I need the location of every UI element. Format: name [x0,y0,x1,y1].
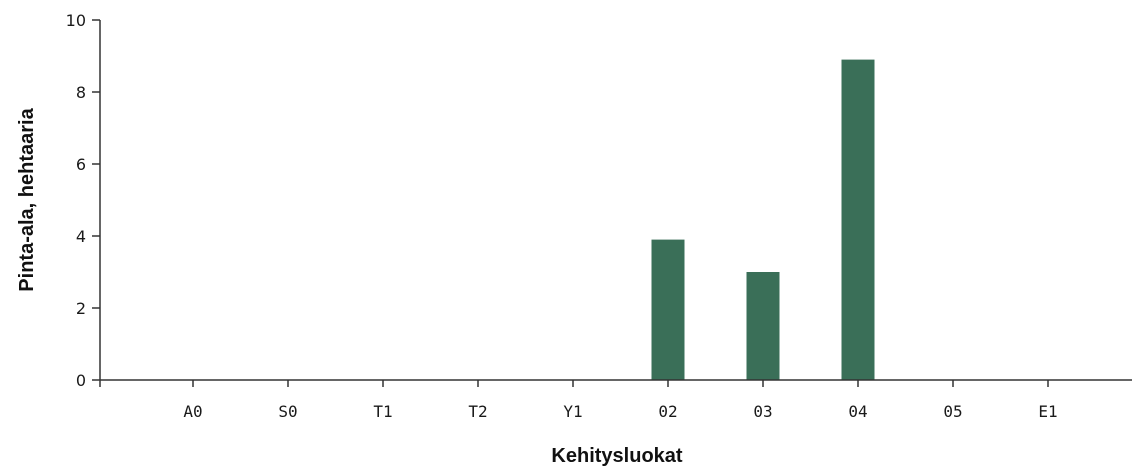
y-tick-label: 8 [76,83,86,102]
x-tick-label: 05 [943,402,962,421]
x-tick-label: 02 [658,402,677,421]
y-tick-label: 4 [76,227,86,246]
bars [651,59,875,380]
y-axis-title: Pinta-ala, hehtaaria [16,107,38,291]
y-tick-label: 0 [76,371,86,390]
x-tick-label: A0 [183,402,202,421]
bar-03 [746,272,780,380]
x-tick-label: Y1 [563,402,582,421]
y-axis-ticks: 0 2 4 6 8 10 [66,11,100,390]
y-tick-label: 2 [76,299,86,318]
y-tick-label: 6 [76,155,86,174]
x-tick-label: E1 [1038,402,1057,421]
x-tick-label: S0 [278,402,297,421]
bar-02 [651,239,685,380]
bar-04 [841,59,875,380]
x-tick-label: 03 [753,402,772,421]
x-tick-label: T1 [373,402,392,421]
y-tick-label: 10 [66,11,86,30]
x-axis-title: Kehitysluokat [551,445,682,467]
x-axis-ticks: A0 S0 T1 T2 Y1 02 03 04 05 E1 [99,380,1058,421]
x-tick-label: 04 [848,402,867,421]
x-tick-label: T2 [468,402,487,421]
